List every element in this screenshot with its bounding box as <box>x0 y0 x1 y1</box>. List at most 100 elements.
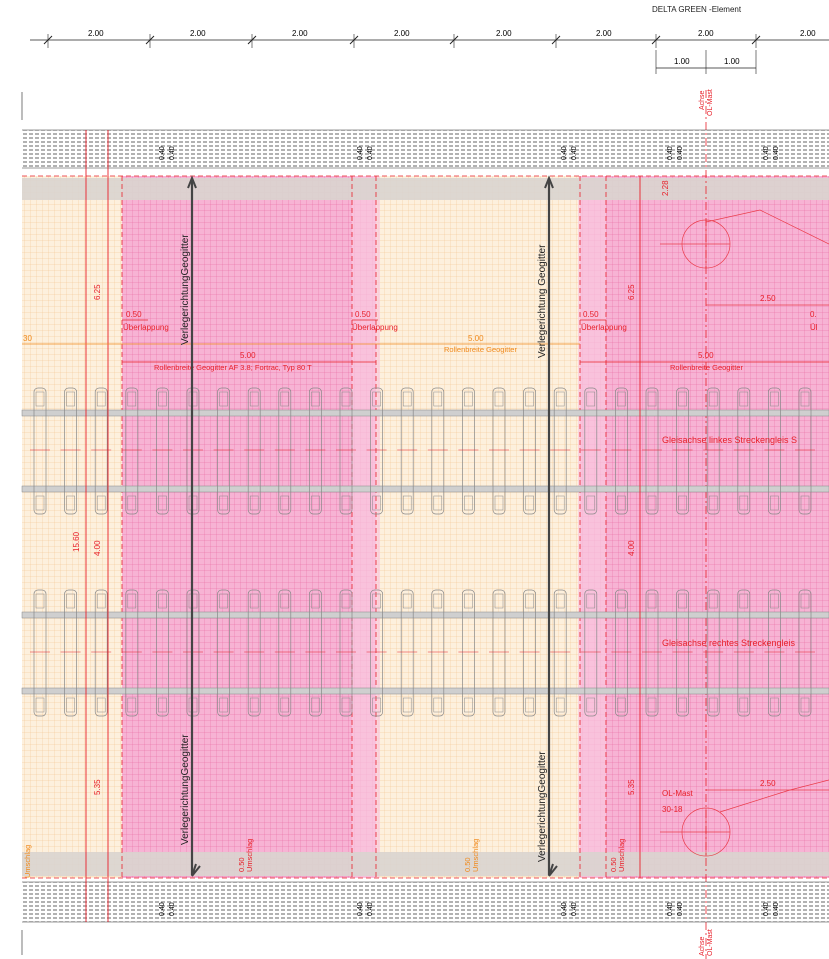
sleeper <box>733 387 754 515</box>
mast-partial-value: 0. <box>810 310 817 319</box>
svg-text:5.00: 5.00 <box>240 351 256 360</box>
svg-text:0.40: 0.40 <box>763 146 770 160</box>
track-left-label: Gleisachse linkes Streckengleis S <box>662 435 797 445</box>
sleeper <box>458 387 479 515</box>
sleeper <box>397 387 418 515</box>
svg-text:0.40: 0.40 <box>667 902 674 916</box>
svg-text:VerlegerichtungGeogitter: VerlegerichtungGeogitter <box>537 751 548 862</box>
svg-text:0.50: 0.50 <box>355 310 371 319</box>
svg-text:Achse: Achse <box>699 936 706 956</box>
sleeper <box>366 589 387 717</box>
svg-text:VerlegerichtungGeogitter: VerlegerichtungGeogitter <box>180 234 191 345</box>
sleeper <box>427 589 448 717</box>
umschlag-labels: Umschlag 0.50 Umschlag 0.50 Umschlag 0.5… <box>23 839 626 878</box>
svg-text:OL-Mast: OL-Mast <box>707 89 714 116</box>
svg-text:Verlegerichtung Geogitter: Verlegerichtung Geogitter <box>537 244 548 358</box>
svg-text:0.40: 0.40 <box>571 146 578 160</box>
svg-text:5.00: 5.00 <box>468 334 484 343</box>
svg-text:Rollenbreite Geogitter: Rollenbreite Geogitter <box>670 363 743 372</box>
top-dim-label: 2.00 <box>496 29 512 38</box>
direction-arrow-2: Verlegerichtung Geogitter Verlegerichtun… <box>537 175 558 877</box>
svg-text:5.00: 5.00 <box>698 351 714 360</box>
svg-text:0.50: 0.50 <box>609 857 618 872</box>
direction-arrow-1: VerlegerichtungGeogitter Verlegerichtung… <box>180 175 201 877</box>
sleeper <box>672 589 693 717</box>
svg-text:5.35: 5.35 <box>627 779 636 795</box>
top-dim-label: 2.00 <box>190 29 206 38</box>
sleeper <box>121 387 142 515</box>
svg-text:4.00: 4.00 <box>93 540 102 556</box>
sleeper <box>458 589 479 717</box>
svg-text:6.25: 6.25 <box>627 284 636 300</box>
svg-text:0.40: 0.40 <box>169 146 176 160</box>
sleeper <box>121 589 142 717</box>
roll-width-dim: 5.00 Rollenbreite Geogitter AF 3.8; Fort… <box>122 351 376 372</box>
sleeper <box>336 387 356 515</box>
sleeper <box>672 387 693 515</box>
sleeper <box>152 387 173 515</box>
sub-dim-label: 1.00 <box>724 57 740 66</box>
svg-text:Überlappung: Überlappung <box>123 323 169 332</box>
svg-text:0.40: 0.40 <box>561 902 568 916</box>
sleeper <box>642 387 662 515</box>
sleeper <box>764 589 785 717</box>
svg-text:Umschlag: Umschlag <box>23 845 32 878</box>
svg-text:VerlegerichtungGeogitter: VerlegerichtungGeogitter <box>180 734 191 845</box>
small-dims-top: 0.40 0.40 0.40 0.40 0.40 0.40 0.40 0.40 … <box>159 146 780 160</box>
edge-hatch-top <box>22 129 829 169</box>
sleeper <box>703 589 724 717</box>
svg-text:5.35: 5.35 <box>93 779 102 795</box>
mast-dim-bottom: 2.50 <box>760 779 776 788</box>
sleeper <box>152 589 173 717</box>
vertical-dimensions: 6.25 15.60 4.00 5.35 6.25 4.00 5.35 2.28 <box>72 130 670 922</box>
overlap-marker: 0.50 Überlappung <box>580 310 627 332</box>
sleeper <box>580 589 601 717</box>
svg-text:0.40: 0.40 <box>367 902 374 916</box>
svg-text:0.40: 0.40 <box>367 146 374 160</box>
sleeper <box>305 387 326 515</box>
sleeper <box>244 589 265 717</box>
svg-text:Umschlag: Umschlag <box>245 839 254 872</box>
small-dims-bottom: 0.40 0.40 0.40 0.40 0.40 0.40 0.40 0.40 … <box>159 902 780 916</box>
sleeper <box>274 387 295 515</box>
sleeper <box>60 589 81 717</box>
edge-hatch-bottom <box>22 881 829 923</box>
sleeper <box>764 387 785 515</box>
axis-top-label: Achse OL-Mast <box>699 89 714 116</box>
svg-text:0.40: 0.40 <box>667 146 674 160</box>
svg-text:0.40: 0.40 <box>357 902 364 916</box>
mast-label: OL-Mast <box>662 789 693 798</box>
roll-width-dim-orange: 30 5.00 Rollenbreite Geogitter <box>22 334 580 354</box>
svg-text:0.40: 0.40 <box>677 902 684 916</box>
sleeper <box>366 387 387 515</box>
sleeper <box>550 589 571 717</box>
svg-text:0.40: 0.40 <box>159 902 166 916</box>
svg-text:0.50: 0.50 <box>583 310 599 319</box>
svg-text:0.40: 0.40 <box>773 146 780 160</box>
sleeper <box>336 589 356 717</box>
top-dim-label: 2.00 <box>596 29 612 38</box>
rail <box>21 485 829 493</box>
rail <box>21 611 829 619</box>
sleeper <box>733 589 754 717</box>
svg-text:Umschlag: Umschlag <box>471 839 480 872</box>
svg-text:Rollenbreite Geogitter: Rollenbreite Geogitter <box>444 345 517 354</box>
track-right-label: Gleisachse rechtes Streckengleis <box>662 638 796 648</box>
svg-text:Rollenbreite Geogitter AF 3.8;: Rollenbreite Geogitter AF 3.8; Fortrac, … <box>154 363 312 372</box>
sleeper <box>30 589 50 717</box>
sleeper <box>611 387 632 515</box>
sleeper <box>519 589 540 717</box>
svg-text:6.25: 6.25 <box>93 284 102 300</box>
sleeper <box>213 589 234 717</box>
ol-mast-bottom <box>660 779 829 857</box>
sleeper <box>213 387 234 515</box>
sleeper <box>397 589 418 717</box>
svg-text:0.40: 0.40 <box>357 146 364 160</box>
top-dim-label: 2.00 <box>88 29 104 38</box>
ol-mast-top <box>660 209 829 306</box>
top-dim-label: 2.00 <box>394 29 410 38</box>
svg-text:2.28: 2.28 <box>661 180 670 196</box>
svg-text:OL-Mast: OL-Mast <box>707 929 714 956</box>
svg-text:Überlappung: Überlappung <box>581 323 627 332</box>
